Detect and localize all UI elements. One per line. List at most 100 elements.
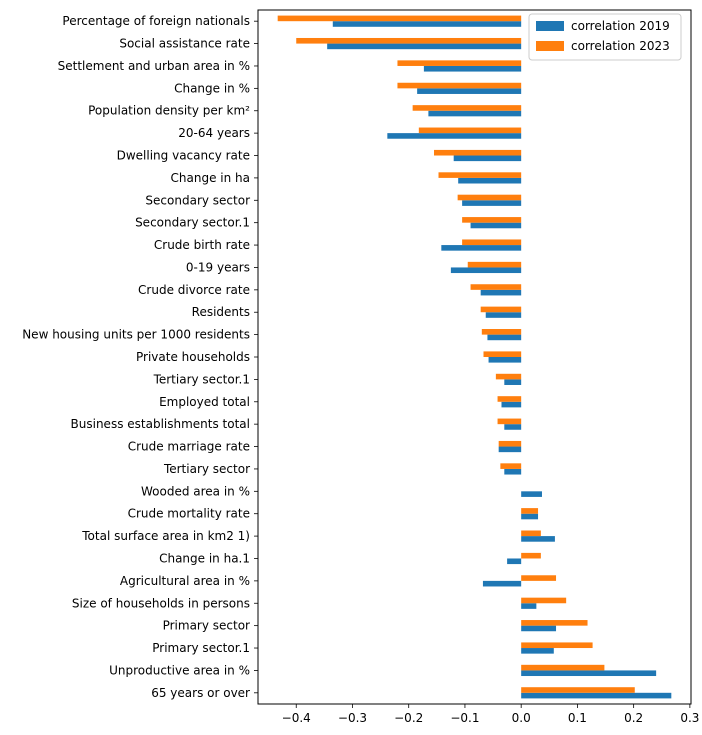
y-tick-label: Size of households in persons — [72, 596, 250, 610]
bar-2019 — [521, 603, 537, 609]
x-tick-label: 0.0 — [512, 711, 531, 725]
y-tick-label: Secondary sector — [145, 193, 250, 207]
bar-2023 — [457, 194, 522, 201]
bar-2019 — [521, 625, 557, 632]
y-tick-label: Primary sector — [163, 619, 250, 633]
y-tick-label: Business establishments total — [71, 417, 250, 431]
bar-2019 — [504, 424, 522, 430]
bar-2019 — [507, 558, 522, 565]
bar-2023 — [412, 105, 522, 111]
bar-2023 — [521, 687, 635, 693]
y-tick-label: Crude divorce rate — [138, 283, 250, 297]
y-tick-label: Percentage of foreign nationals — [62, 14, 250, 28]
y-tick-label: Crude marriage rate — [128, 440, 250, 454]
bar-2019 — [501, 401, 522, 408]
bar-2023 — [434, 149, 522, 156]
bar-2023 — [481, 329, 522, 335]
bar-2023 — [521, 508, 539, 514]
y-tick-label: Crude mortality rate — [128, 507, 250, 521]
y-tick-label: Population density per km² — [88, 104, 250, 118]
bar-2023 — [418, 127, 522, 134]
y-tick-label: Settlement and urban area in % — [58, 59, 250, 73]
y-tick-label: Private households — [136, 350, 250, 364]
bar-2023 — [296, 37, 522, 44]
bar-2023 — [495, 373, 522, 380]
bar-2023 — [497, 396, 522, 402]
bar-2023 — [521, 620, 588, 626]
bar-2023 — [480, 306, 522, 313]
bar-2019 — [485, 312, 522, 318]
y-tick-label: Change in ha — [171, 171, 250, 185]
bar-2023 — [462, 217, 522, 223]
y-tick-label: 65 years or over — [151, 686, 250, 700]
legend: correlation 2019 correlation 2023 — [528, 13, 682, 61]
x-tick-label: −0.1 — [450, 711, 479, 725]
bar-2019 — [387, 133, 522, 139]
y-tick-label: Tertiary sector.1 — [153, 372, 250, 386]
bar-2019 — [428, 110, 522, 117]
y-tick-label: Primary sector.1 — [152, 641, 250, 655]
bar-2019 — [332, 21, 522, 27]
bar-2023 — [438, 172, 522, 178]
bar-2019 — [470, 222, 522, 229]
y-tick-label: Agricultural area in % — [120, 574, 250, 588]
y-tick-label: Secondary sector.1 — [135, 216, 250, 230]
x-axis: −0.4 −0.3 −0.2 −0.1 0.0 0.1 0.2 0.3 — [282, 704, 699, 725]
bar-2023 — [521, 575, 557, 581]
y-tick-label: Wooded area in % — [141, 484, 250, 498]
bar-2023 — [483, 351, 522, 357]
y-tick-label: Residents — [192, 305, 250, 319]
x-tick-label: 0.1 — [568, 711, 587, 725]
bar-2019 — [453, 155, 522, 162]
legend-swatch-correlation-2019 — [536, 21, 564, 31]
y-tick-label: Change in ha.1 — [159, 551, 250, 565]
legend-box — [528, 13, 682, 61]
bar-2023 — [521, 530, 541, 537]
bar-2023 — [462, 239, 522, 246]
x-tick-label: 0.3 — [680, 711, 699, 725]
bar-2023 — [470, 284, 522, 290]
bar-2019 — [441, 245, 522, 251]
bar-2019 — [521, 648, 554, 654]
bar-2023 — [277, 15, 522, 22]
bar-2019 — [423, 65, 522, 72]
bar-2019 — [458, 177, 522, 184]
bar-2023 — [521, 552, 541, 559]
bar-2019 — [482, 580, 522, 587]
bar-2019 — [504, 468, 522, 475]
y-tick-label: Total surface area in km2 1) — [81, 529, 250, 543]
bar-2019 — [450, 267, 522, 274]
x-tick-label: 0.2 — [624, 711, 643, 725]
legend-swatch-correlation-2023 — [536, 41, 564, 51]
legend-label-correlation-2023: correlation 2023 — [571, 39, 670, 53]
bar-2023 — [497, 418, 522, 425]
y-tick-label: Crude birth rate — [154, 238, 250, 252]
bar-2019 — [504, 379, 522, 385]
bar-2023 — [467, 261, 522, 268]
bar-2019 — [521, 491, 542, 497]
y-tick-label: Unproductive area in % — [109, 663, 250, 677]
y-tick-label: Dwelling vacancy rate — [117, 149, 250, 163]
x-tick-label: −0.4 — [282, 711, 311, 725]
y-tick-label: Social assistance rate — [119, 37, 250, 51]
bar-2023 — [397, 82, 522, 89]
bar-2023 — [521, 664, 605, 671]
x-tick-label: −0.2 — [394, 711, 423, 725]
bar-2019 — [462, 200, 522, 206]
bar-2023 — [521, 597, 567, 604]
x-tick-label: −0.3 — [338, 711, 367, 725]
y-tick-label: Change in % — [174, 81, 250, 95]
bar-2019 — [521, 513, 539, 520]
bar-2019 — [521, 670, 657, 677]
y-tick-label: Employed total — [159, 395, 250, 409]
bar-2019 — [487, 334, 522, 341]
y-tick-label: 0-19 years — [186, 260, 250, 274]
bar-2023 — [498, 440, 522, 447]
bar-2019 — [488, 357, 522, 363]
bar-2023 — [500, 463, 522, 469]
bars-layer — [277, 15, 672, 699]
bar-2019 — [498, 446, 522, 453]
bar-2023 — [397, 60, 522, 66]
y-axis: Percentage of foreign nationals Social as… — [22, 14, 258, 700]
